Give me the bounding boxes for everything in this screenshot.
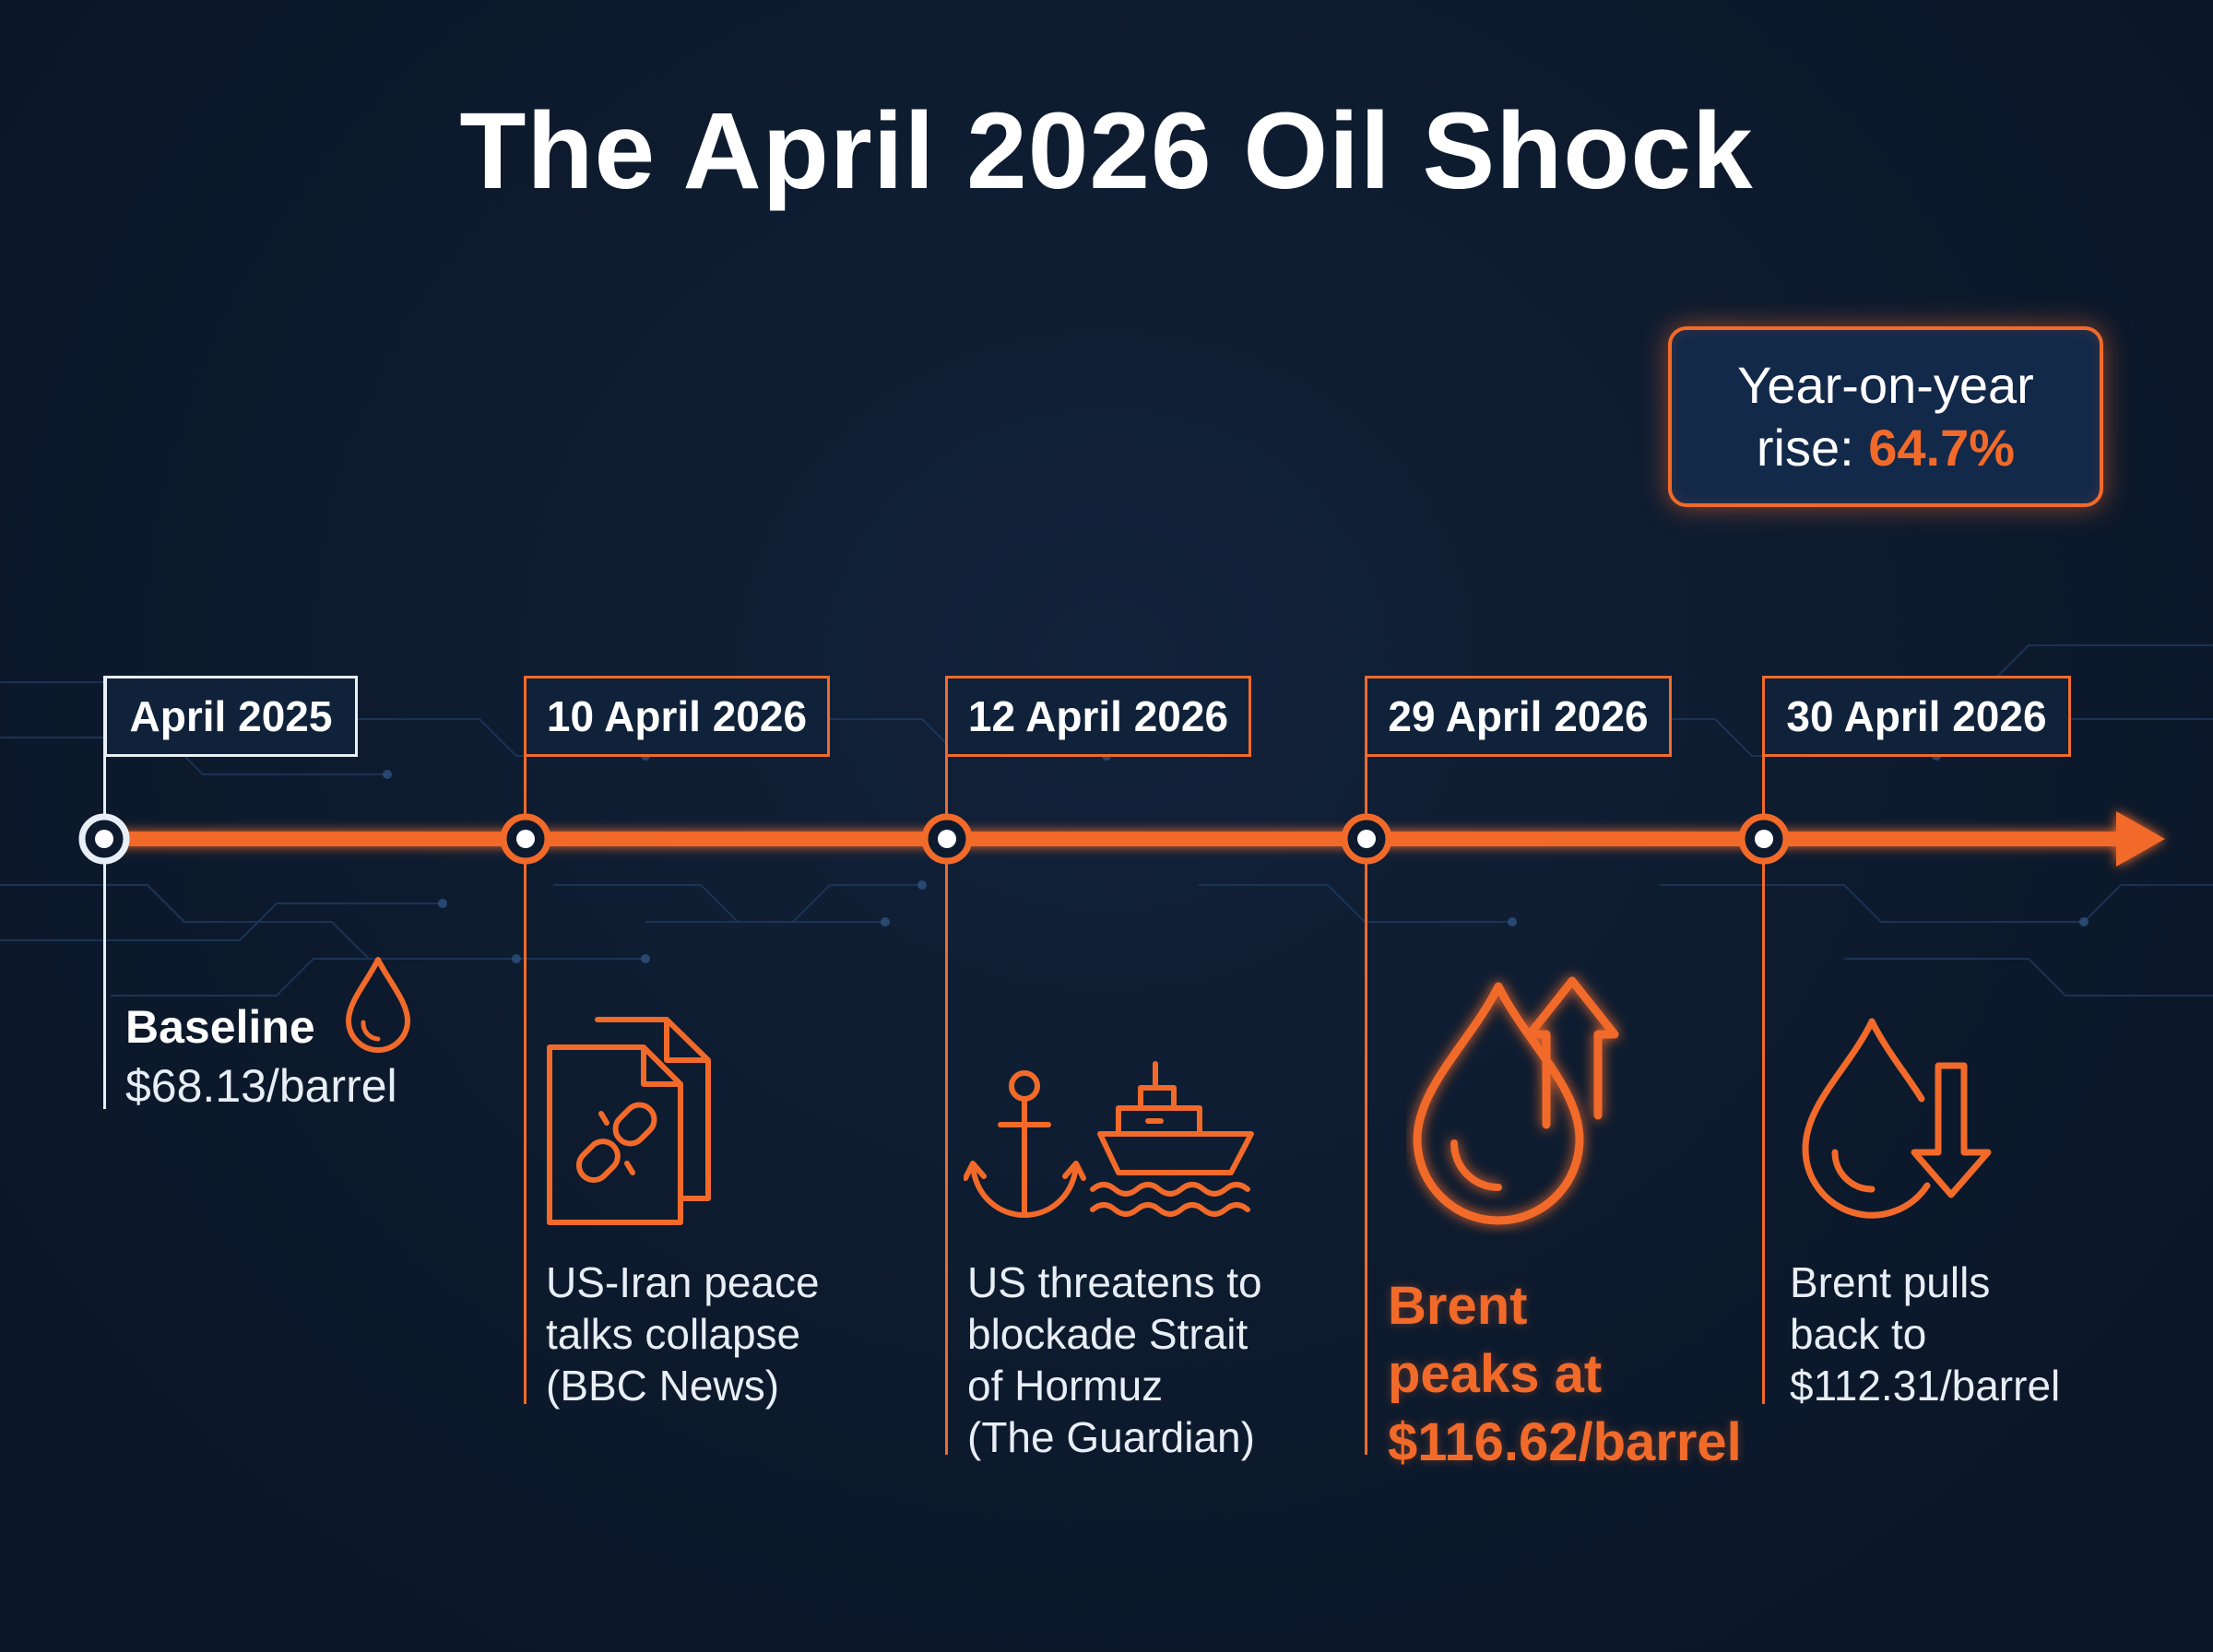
event-3-text: US threatens to blockade Strait of Hormu… (967, 1257, 1262, 1463)
event-2-line-2: talks collapse (546, 1310, 801, 1358)
event-5-line-1: Brent pulls (1790, 1258, 1991, 1306)
event-4-line-3: $116.62/barrel (1388, 1412, 1742, 1472)
event-4-line-2: peaks at (1388, 1344, 1603, 1404)
yoy-callout: Year-on-year rise: 64.7% (1668, 326, 2103, 507)
connector-line-1 (103, 676, 106, 1109)
oil-drop-icon (346, 957, 410, 1053)
date-label-2: 10 April 2026 (524, 676, 830, 757)
timeline-nodes (78, 813, 1790, 865)
event-1-heading: Baseline (125, 1001, 315, 1053)
yoy-value: 64.7% (1868, 419, 2016, 477)
timeline-arrowhead (2116, 811, 2165, 867)
page-title: The April 2026 Oil Shock (459, 90, 1754, 212)
connector-line-2 (524, 676, 527, 1404)
date-label-4: 29 April 2026 (1365, 676, 1672, 757)
oil-drop-up-arrow-icon (1413, 976, 1619, 1225)
event-2-text: US-Iran peace talks collapse (BBC News) (546, 1257, 820, 1411)
event-1-price: $68.13/barrel (125, 1060, 397, 1112)
event-2-line-1: US-Iran peace (546, 1258, 820, 1306)
connector-line-3 (945, 676, 948, 1455)
event-2-line-3: (BBC News) (546, 1362, 780, 1410)
yoy-label-line1: Year-on-year (1737, 356, 2034, 414)
event-4-text: Brent peaks at $116.62/barrel (1388, 1272, 1742, 1477)
date-label-1: April 2025 (104, 676, 358, 757)
event-1-text: Baseline $68.13/barrel (125, 997, 397, 1115)
timeline-axis (78, 811, 2165, 867)
oil-drop-down-arrow-icon (1802, 1018, 1992, 1219)
connector-line-5 (1762, 676, 1765, 1404)
date-label-5: 30 April 2026 (1762, 676, 2071, 757)
event-5-line-2: back to (1790, 1310, 1927, 1358)
event-4-line-1: Brent (1388, 1276, 1528, 1336)
event-5-line-3: $112.31/barrel (1790, 1362, 2061, 1410)
date-label-3: 12 April 2026 (945, 676, 1251, 757)
connector-line-4 (1365, 676, 1367, 1455)
event-3-line-1: US threatens to (967, 1258, 1262, 1306)
event-3-line-4: (The Guardian) (967, 1413, 1255, 1461)
yoy-label-line2: rise: (1756, 419, 1854, 477)
event-3-line-3: of Hormuz (967, 1362, 1164, 1410)
event-5-text: Brent pulls back to $112.31/barrel (1790, 1257, 2060, 1411)
anchor-ship-icon (964, 1061, 1254, 1218)
event-3-line-2: blockade Strait (967, 1310, 1249, 1358)
broken-link-document-icon (547, 1017, 711, 1225)
